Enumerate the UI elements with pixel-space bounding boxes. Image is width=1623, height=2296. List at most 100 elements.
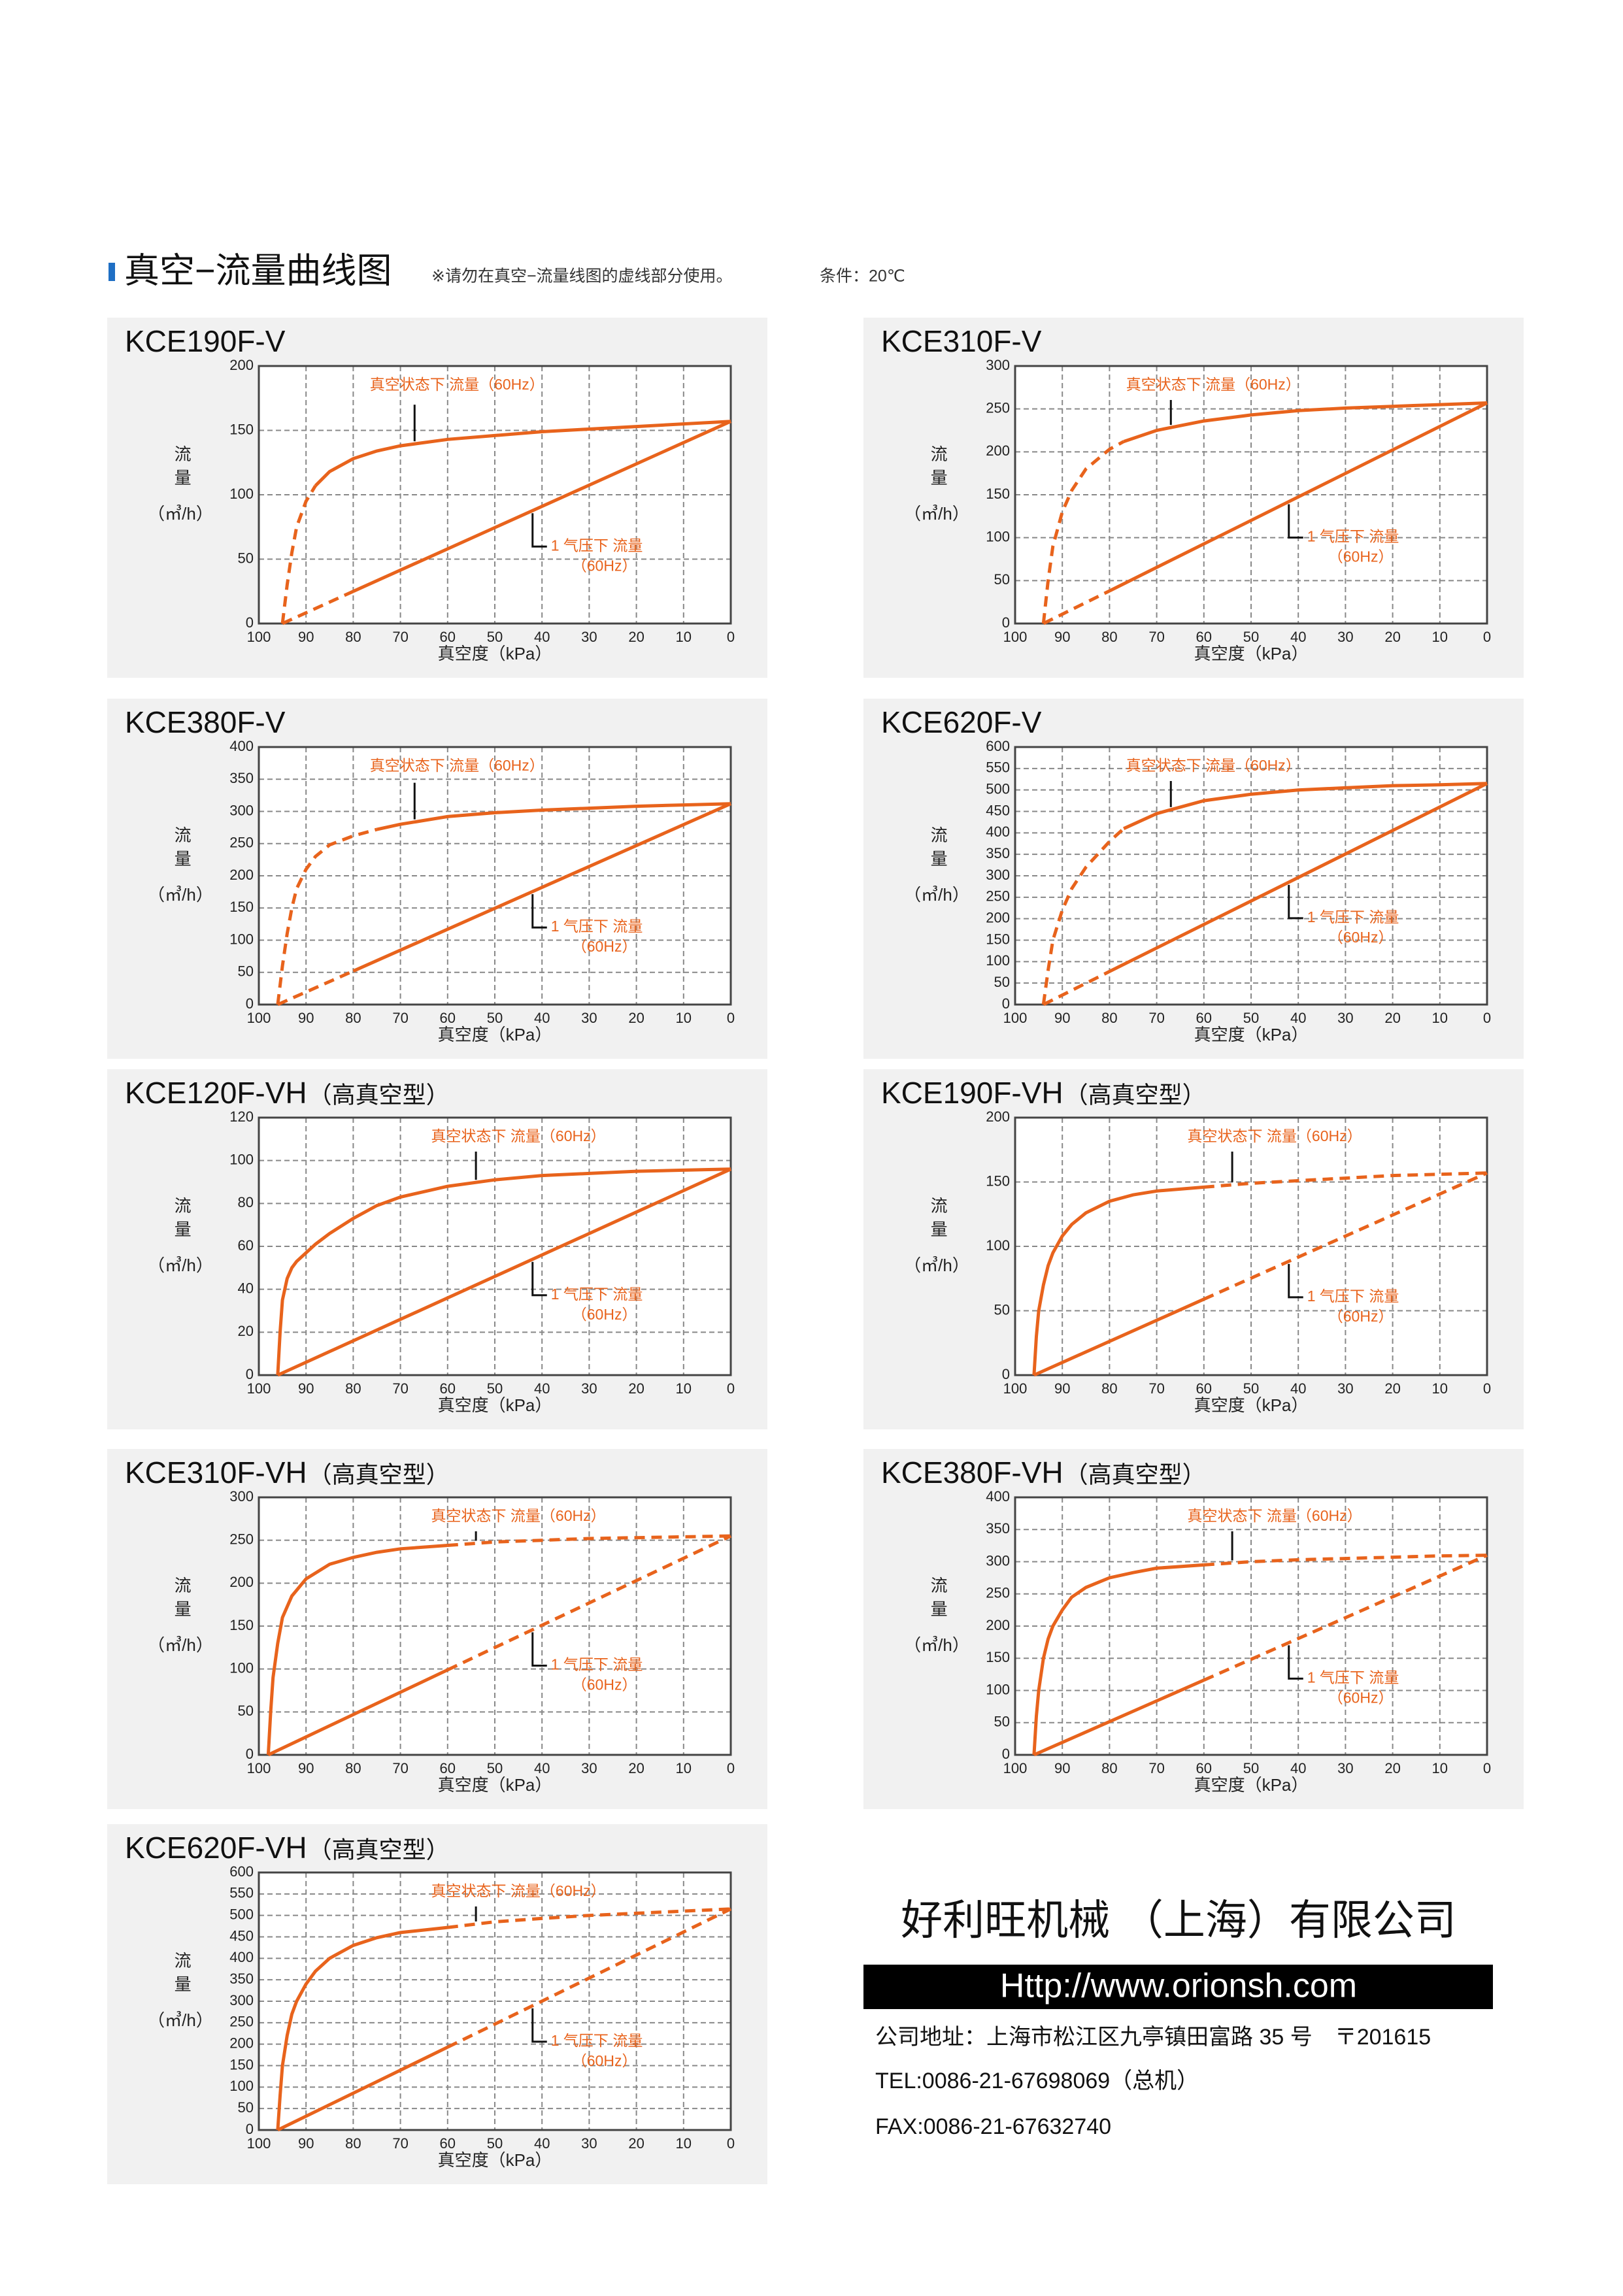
series-label: 1 气压下 流量 [1307, 528, 1399, 545]
chart-panel: KCE310F-VH （高真空型）100 90 80 70 60 50 40 30 20 10 005… [107, 1449, 767, 1809]
y-tick-label: 100 [229, 2078, 254, 2094]
y-tick-label: 50 [994, 1301, 1010, 1318]
company-fax: FAX:0086-21-67632740 [875, 2114, 1111, 2139]
y-axis-label: 流量 [172, 445, 192, 492]
y-axis-unit: （㎥/h） [148, 1635, 213, 1655]
y-tick-label: 0 [246, 1746, 254, 1762]
chart-title: KCE310F-V [881, 324, 1042, 358]
x-tick-label: 0 [1483, 1380, 1491, 1397]
y-tick-label: 100 [229, 486, 254, 502]
y-tick-label: 0 [1002, 1366, 1010, 1382]
x-tick-label: 60 [440, 1010, 456, 1026]
flow-curve [352, 420, 732, 593]
x-tick-label: 20 [628, 2135, 644, 2152]
x-tick-label: 70 [392, 629, 408, 645]
annotation-leader [531, 894, 547, 929]
chart-subtitle: （高真空型） [309, 1837, 450, 1863]
chart-panel: KCE120F-VH （高真空型）100 90 80 70 60 50 40 30 20 10 002… [107, 1069, 767, 1429]
x-tick-label: 50 [1243, 629, 1259, 645]
series-label: 1 气压下 流量 [551, 2032, 643, 2049]
page-condition: 条件：20℃ [820, 267, 905, 286]
y-tick-label: 450 [229, 1927, 254, 1944]
y-tick-label: 250 [986, 399, 1010, 416]
x-tick-label: 30 [581, 2135, 597, 2152]
y-tick-label: 250 [986, 1585, 1010, 1601]
page-note: ※请勿在真空−流量线图的虚线部分使用。 [431, 267, 733, 286]
series-label: 真空状态下 流量（60Hz） [370, 757, 544, 774]
y-tick-label: 150 [229, 899, 254, 915]
x-tick-label: 10 [676, 629, 692, 645]
y-tick-label: 150 [229, 421, 254, 437]
series-label: 1 气压下 流量 [551, 918, 643, 935]
y-tick-label: 300 [986, 867, 1010, 883]
flow-curve [267, 1668, 448, 1757]
y-tick-label: 200 [229, 867, 254, 883]
y-tick-label: 200 [229, 357, 254, 373]
series-label: 真空状态下 流量（60Hz） [431, 1882, 606, 1899]
x-tick-label: 30 [1337, 1760, 1353, 1776]
y-tick-label: 100 [986, 952, 1010, 969]
x-tick-label: 40 [534, 1380, 550, 1397]
y-tick-label: 400 [229, 1949, 254, 1965]
x-tick-label: 60 [1196, 1010, 1212, 1026]
x-tick-label: 90 [1054, 629, 1070, 645]
flow-curve [446, 1534, 732, 1672]
series-note: （60Hz） [572, 1676, 637, 1693]
url-bar [863, 1965, 1493, 2009]
series-label: 1 气压下 流量 [551, 537, 643, 554]
y-axis-unit: （㎥/h） [904, 504, 969, 524]
flow-curve [280, 484, 317, 624]
series-label: 1 气压下 流量 [551, 1656, 643, 1673]
x-tick-label: 40 [534, 1760, 550, 1776]
y-tick-label: 500 [986, 780, 1010, 797]
flow-curve [1203, 1554, 1488, 1682]
x-tick-label: 70 [1148, 1010, 1164, 1026]
x-tick-label: 80 [345, 1380, 361, 1397]
flow-curve [1033, 1297, 1205, 1377]
series-label: 1 气压下 流量 [1307, 1669, 1399, 1686]
y-tick-label: 400 [229, 738, 254, 754]
x-tick-label: 50 [487, 1380, 503, 1397]
x-tick-label: 30 [581, 1010, 597, 1026]
x-tick-label: 20 [628, 1380, 644, 1397]
y-tick-label: 200 [986, 1617, 1010, 1633]
x-tick-label: 90 [298, 1010, 314, 1026]
x-tick-label: 40 [1290, 629, 1306, 645]
x-tick-label: 30 [1337, 1380, 1353, 1397]
y-tick-label: 600 [229, 1863, 254, 1880]
x-tick-label: 80 [345, 629, 361, 645]
series-label: 真空状态下 流量（60Hz） [1188, 1507, 1362, 1524]
series-note: （60Hz） [1328, 1689, 1394, 1706]
chart-title: KCE190F-VH [881, 1076, 1063, 1110]
y-tick-label: 200 [986, 442, 1010, 459]
y-tick-label: 0 [246, 995, 254, 1012]
plot-frame [1014, 365, 1488, 625]
x-tick-label: 50 [487, 629, 503, 645]
series-note: （60Hz） [572, 938, 637, 955]
y-tick-label: 550 [986, 759, 1010, 776]
x-tick-label: 90 [298, 1760, 314, 1776]
chart-subtitle: （高真空型） [1065, 1082, 1206, 1108]
y-tick-label: 550 [229, 1885, 254, 1901]
y-axis-unit: （㎥/h） [904, 885, 969, 905]
x-tick-label: 0 [727, 2135, 735, 2152]
plot-frame [1014, 1116, 1488, 1376]
x-tick-label: 80 [345, 2135, 361, 2152]
chart-subtitle: （高真空型） [309, 1461, 450, 1488]
y-tick-label: 120 [229, 1108, 254, 1125]
flow-curve [446, 1907, 732, 2049]
y-tick-label: 40 [238, 1280, 254, 1296]
y-tick-label: 100 [229, 1659, 254, 1676]
flow-curve [314, 420, 731, 487]
flow-curve [447, 1907, 731, 1929]
y-tick-label: 60 [238, 1237, 254, 1254]
flow-curve [1203, 1171, 1488, 1189]
y-tick-label: 300 [986, 357, 1010, 373]
plot-frame [1014, 1496, 1488, 1756]
company-name: 好利旺机械 （上海）有限公司 [901, 1897, 1456, 1944]
y-tick-label: 300 [229, 1488, 254, 1505]
x-tick-label: 30 [581, 629, 597, 645]
